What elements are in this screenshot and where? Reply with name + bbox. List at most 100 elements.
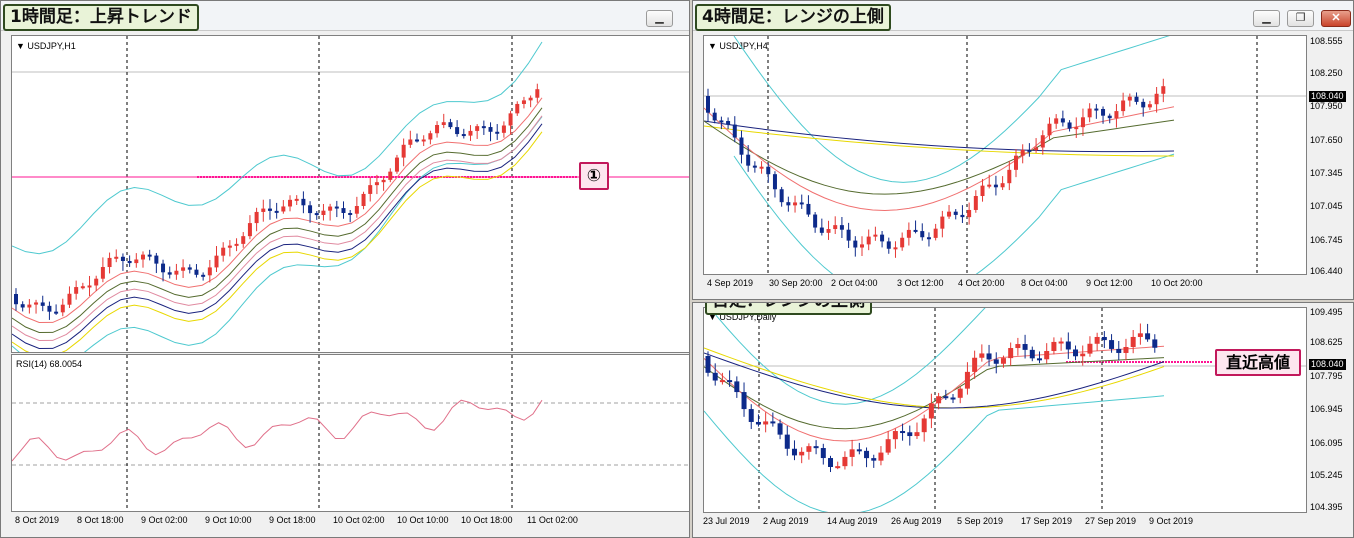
h4-candle xyxy=(980,185,985,197)
daily-candle xyxy=(1123,346,1129,353)
h1-candle xyxy=(261,208,266,212)
daily-candle xyxy=(784,434,790,449)
daily-candle xyxy=(1015,344,1021,349)
h4-symbol-label: ▼ USDJPY,H4 xyxy=(708,41,768,51)
h1-candle xyxy=(274,210,279,213)
daily-candle xyxy=(900,431,906,434)
h1-candle xyxy=(147,254,152,257)
daily-candle xyxy=(856,449,862,452)
h4-candle xyxy=(1087,108,1092,118)
h1-candle xyxy=(281,206,286,212)
h1-candle xyxy=(535,89,540,98)
h1-minimize-button[interactable]: ▁ xyxy=(646,10,673,27)
h1-level-callout: ① xyxy=(579,162,609,190)
h4-candle xyxy=(1020,149,1025,156)
h4-candle xyxy=(1060,118,1065,123)
h1-candle xyxy=(174,270,179,275)
h4-restore-button[interactable]: ❐ xyxy=(1287,10,1314,27)
h4-title-tag: 4時間足：レンジの上側 xyxy=(695,4,891,31)
h4-date-label: 9 Oct 12:00 xyxy=(1086,278,1133,288)
h1-candle xyxy=(488,127,493,132)
h4-candle xyxy=(947,211,952,217)
daily-candle xyxy=(914,432,920,437)
h1-rsi-panel[interactable]: RSI(14) 68.0054 xyxy=(11,354,689,512)
h1-ma-fast xyxy=(12,97,543,323)
h4-lower-band xyxy=(733,153,1175,274)
h1-candle xyxy=(234,243,239,246)
daily-date-label: 26 Aug 2019 xyxy=(891,516,942,526)
h1-lower-band xyxy=(12,116,543,352)
h1-candle xyxy=(341,208,346,213)
h1-candle xyxy=(134,259,139,264)
daily-price-tick: 104.395 xyxy=(1310,502,1343,512)
h4-date-axis: 4 Sep 2019 30 Sep 20:00 2 Oct 04:00 3 Oc… xyxy=(703,276,1307,292)
h1-date-label: 10 Oct 18:00 xyxy=(461,515,513,525)
h1-candle xyxy=(401,144,406,158)
rsi-line xyxy=(12,399,543,462)
daily-candle xyxy=(878,452,884,461)
h4-price-plot xyxy=(704,36,1306,274)
h1-candle xyxy=(54,311,59,314)
daily-candle xyxy=(950,397,956,400)
h4-minimize-button[interactable]: ▁ xyxy=(1253,10,1280,27)
h4-candle xyxy=(953,211,958,215)
h1-candle xyxy=(74,287,79,294)
daily-candle xyxy=(1130,336,1136,347)
h1-candle xyxy=(381,179,386,183)
daily-candle xyxy=(712,372,718,381)
h1-symbol-label: ▼ USDJPY,H1 xyxy=(16,41,76,51)
daily-candle xyxy=(828,458,834,467)
h1-price-chart[interactable]: ▼ USDJPY,H1 xyxy=(11,35,689,353)
h1-candle xyxy=(114,256,119,259)
h4-close-button[interactable]: ✕ xyxy=(1321,10,1351,27)
h4-date-label: 3 Oct 12:00 xyxy=(897,278,944,288)
daily-candle xyxy=(979,353,985,358)
h4-candle xyxy=(712,112,717,121)
daily-candle xyxy=(755,421,761,425)
h4-candle xyxy=(926,237,931,240)
h4-candle xyxy=(1127,96,1132,101)
h1-candle xyxy=(100,267,105,279)
h4-candle xyxy=(833,225,838,230)
daily-candle xyxy=(770,421,776,424)
h4-candle xyxy=(860,244,864,248)
daily-candle xyxy=(1044,350,1050,360)
h4-candle xyxy=(940,216,945,229)
h1-ma-slow xyxy=(12,115,543,341)
h1-date-label: 8 Oct 2019 xyxy=(15,515,60,525)
h4-candle xyxy=(920,231,925,238)
h4-candle xyxy=(1094,108,1099,111)
h1-date-label: 11 Oct 02:00 xyxy=(527,515,578,525)
h4-candle xyxy=(866,236,871,245)
daily-candle xyxy=(1145,333,1151,340)
h1-candle xyxy=(247,223,252,237)
h1-candle xyxy=(361,193,366,207)
h4-price-tick: 108.250 xyxy=(1310,68,1343,78)
h4-titlebar[interactable]: 4時間足：レンジの上側 ▁ ❐ ✕ xyxy=(693,1,1353,31)
daily-price-tick: 106.095 xyxy=(1310,438,1343,448)
h1-candle xyxy=(448,122,453,128)
daily-date-label: 14 Aug 2019 xyxy=(827,516,878,526)
daily-ma-olive xyxy=(704,357,1165,430)
daily-candle xyxy=(705,356,711,373)
h4-price-chart[interactable]: ▼ USDJPY,H4 xyxy=(703,35,1307,275)
daily-candle xyxy=(864,450,870,459)
h4-candle xyxy=(759,166,764,169)
h4-candle xyxy=(806,203,811,215)
daily-candle xyxy=(777,423,783,435)
daily-lower-band xyxy=(704,395,1165,512)
h1-upper-band xyxy=(12,41,543,255)
daily-title-tag: 日足：レンジの上側 xyxy=(705,303,872,315)
h1-titlebar[interactable]: 1時間足：上昇トレンド ▁ xyxy=(1,1,689,31)
h4-candle xyxy=(886,241,891,249)
h1-rsi-plot xyxy=(12,355,689,511)
h1-candle xyxy=(461,134,466,137)
h4-candle xyxy=(900,237,905,248)
h1-candle xyxy=(181,267,186,271)
h4-candle xyxy=(1014,155,1018,170)
daily-date-label: 9 Oct 2019 xyxy=(1149,516,1194,526)
h1-candle xyxy=(107,257,112,268)
daily-price-chart[interactable]: ▼ USDJPY,Daily xyxy=(703,307,1307,513)
h4-candle xyxy=(766,166,771,175)
daily-current-price: 108.040 xyxy=(1309,359,1346,370)
